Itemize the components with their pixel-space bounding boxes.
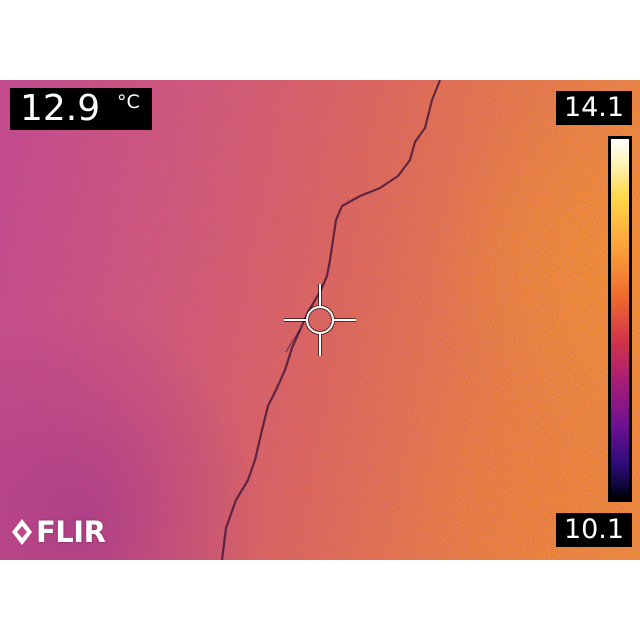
thermal-texture bbox=[0, 80, 640, 560]
spot-temperature-unit: °C bbox=[117, 91, 140, 113]
spot-temperature-readout: 12.9 °C bbox=[10, 88, 152, 130]
crosshair-icon bbox=[284, 284, 356, 356]
flir-logo-text: FLIR bbox=[36, 515, 106, 549]
scale-min-label: 10.1 bbox=[556, 513, 632, 547]
thermal-image bbox=[0, 80, 640, 560]
wall-crack bbox=[220, 80, 442, 560]
flir-logo-icon bbox=[12, 519, 32, 545]
temperature-colorbar bbox=[608, 136, 632, 502]
spot-temperature-value: 12.9 bbox=[20, 88, 101, 129]
flir-logo: FLIR bbox=[10, 514, 106, 550]
scale-max-label: 14.1 bbox=[556, 91, 632, 125]
